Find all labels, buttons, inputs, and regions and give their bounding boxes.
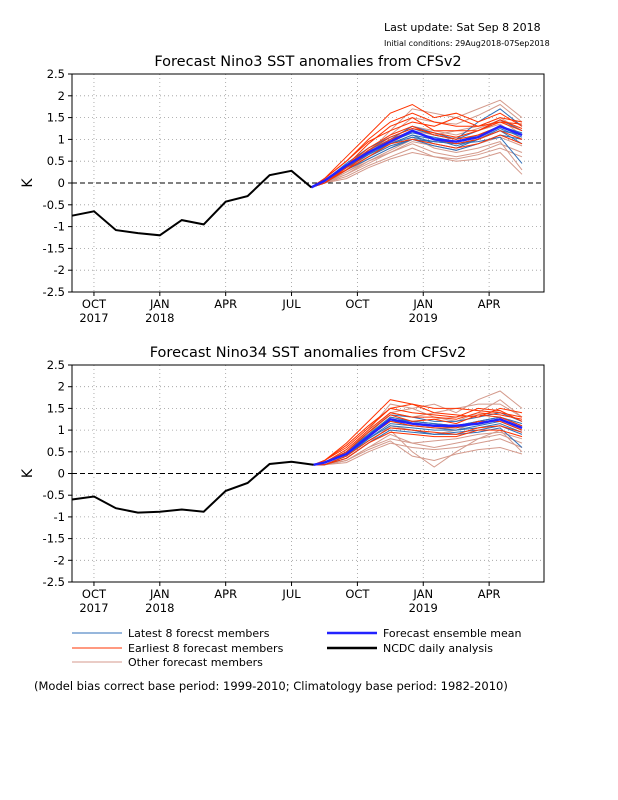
nino34-title: Forecast Nino34 SST anomalies from CFSv2 — [150, 345, 467, 361]
nino34-year-label: 2018 — [145, 601, 174, 615]
nino3-other-member-line — [311, 151, 523, 188]
nino3-other-member-line — [311, 136, 523, 188]
nino3-xtick-label: APR — [214, 297, 237, 311]
nino3-earliest-member-line — [311, 134, 523, 188]
nino3-ytick-label: -1 — [54, 220, 65, 234]
nino3-xtick-label: JAN — [149, 297, 170, 311]
nino3-plot-frame — [71, 73, 545, 293]
nino34-panel: Forecast Nino34 SST anomalies from CFSv2… — [20, 345, 545, 615]
nino34-earliest-member-line — [313, 407, 523, 466]
nino34-ytick-label: 1 — [58, 423, 65, 437]
nino34-xtick-label: APR — [214, 587, 237, 601]
nino3-ytick-label: -1.5 — [43, 241, 65, 255]
nino3-year-label: 2019 — [409, 311, 438, 325]
nino3-ytick-label: -2.5 — [43, 285, 65, 299]
nino34-ytick-label: 0.5 — [47, 445, 65, 459]
nino3-ytick-label: 0.5 — [47, 154, 65, 168]
nino3-panel: Forecast Nino3 SST anomalies from CFSv2 2… — [20, 54, 545, 325]
nino3-ytick-label: 1.5 — [47, 111, 65, 125]
nino34-xtick-label: JAN — [149, 587, 170, 601]
nino3-xtick-label: JAN — [412, 297, 433, 311]
nino34-other-member-line — [313, 440, 523, 466]
nino34-xtick-label: JAN — [412, 587, 433, 601]
nino34-earliest-member-line — [313, 429, 523, 466]
footnote-text: (Model bias correct base period: 1999-20… — [34, 679, 508, 693]
nino34-analysis-line — [71, 460, 314, 514]
nino3-ytick-label: 2.5 — [47, 67, 65, 81]
nino3-year-label: 2018 — [145, 311, 174, 325]
nino34-year-label: 2017 — [79, 601, 108, 615]
last-update-text: Last update: Sat Sep 8 2018 — [384, 21, 541, 34]
nino34-ylabel: K — [20, 468, 36, 478]
legend-label-earliest: Earliest 8 forecast members — [128, 642, 284, 655]
nino3-earliest-member-line — [311, 117, 523, 188]
nino3-ensemble-mean-line — [310, 124, 523, 189]
nino34-earliest-member-line — [313, 412, 523, 466]
legend-label-analysis: NCDC daily analysis — [383, 642, 493, 655]
nino3-other-member-line — [311, 136, 523, 188]
nino3-xtick-label: OCT — [345, 297, 370, 311]
nino3-earliest-member-line — [311, 103, 523, 188]
nino3-analysis-line — [71, 169, 312, 237]
nino34-ytick-label: -2 — [54, 553, 65, 567]
nino34-xtick-label: APR — [478, 587, 501, 601]
nino34-earliest-member-line — [313, 414, 523, 466]
nino34-other-member-line — [313, 438, 523, 466]
nino34-ytick-label: 1.5 — [47, 401, 65, 415]
nino3-ytick-label: -2 — [54, 263, 65, 277]
nino3-xtick-label: APR — [478, 297, 501, 311]
legend: Latest 8 forecst members Earliest 8 fore… — [72, 627, 522, 669]
nino34-ytick-label: -1 — [54, 510, 65, 524]
nino34-ytick-label: -1.5 — [43, 532, 65, 546]
legend-label-latest: Latest 8 forecst members — [128, 627, 270, 640]
nino3-xtick-label: OCT — [82, 297, 107, 311]
nino3-latest-member-line — [311, 127, 523, 188]
nino3-ytick-label: 1 — [58, 132, 65, 146]
nino3-ytick-label: 0 — [58, 176, 65, 190]
nino3-title: Forecast Nino3 SST anomalies from CFSv2 — [154, 54, 461, 70]
nino34-other-member-line — [313, 433, 523, 466]
nino3-ytick-label: 2 — [58, 89, 65, 103]
nino34-ytick-label: -0.5 — [43, 488, 65, 502]
nino3-other-member-line — [311, 147, 523, 188]
initial-conditions-text: Initial conditions: 29Aug2018-07Sep2018 — [384, 39, 550, 48]
nino34-ytick-label: 2.5 — [47, 358, 65, 372]
nino3-year-label: 2017 — [79, 311, 108, 325]
nino34-xtick-label: OCT — [345, 587, 370, 601]
nino34-ytick-label: 2 — [58, 380, 65, 394]
nino3-earliest-member-line — [311, 119, 523, 188]
nino34-year-label: 2019 — [409, 601, 438, 615]
nino34-plot-frame — [71, 364, 545, 583]
nino34-earliest-member-line — [313, 425, 523, 466]
nino34-xtick-label: OCT — [82, 587, 107, 601]
legend-label-other: Other forecast members — [128, 656, 263, 669]
nino34-xtick-label: JUL — [281, 587, 301, 601]
nino34-earliest-member-line — [313, 403, 523, 466]
nino3-ytick-label: -0.5 — [43, 198, 65, 212]
nino34-ytick-label: -2.5 — [43, 575, 65, 589]
legend-label-mean: Forecast ensemble mean — [383, 627, 522, 640]
nino34-ensemble-mean-line — [313, 417, 523, 467]
nino3-ylabel: K — [20, 178, 36, 188]
nino3-xtick-label: JUL — [281, 297, 301, 311]
nino34-ytick-label: 0 — [58, 467, 65, 481]
